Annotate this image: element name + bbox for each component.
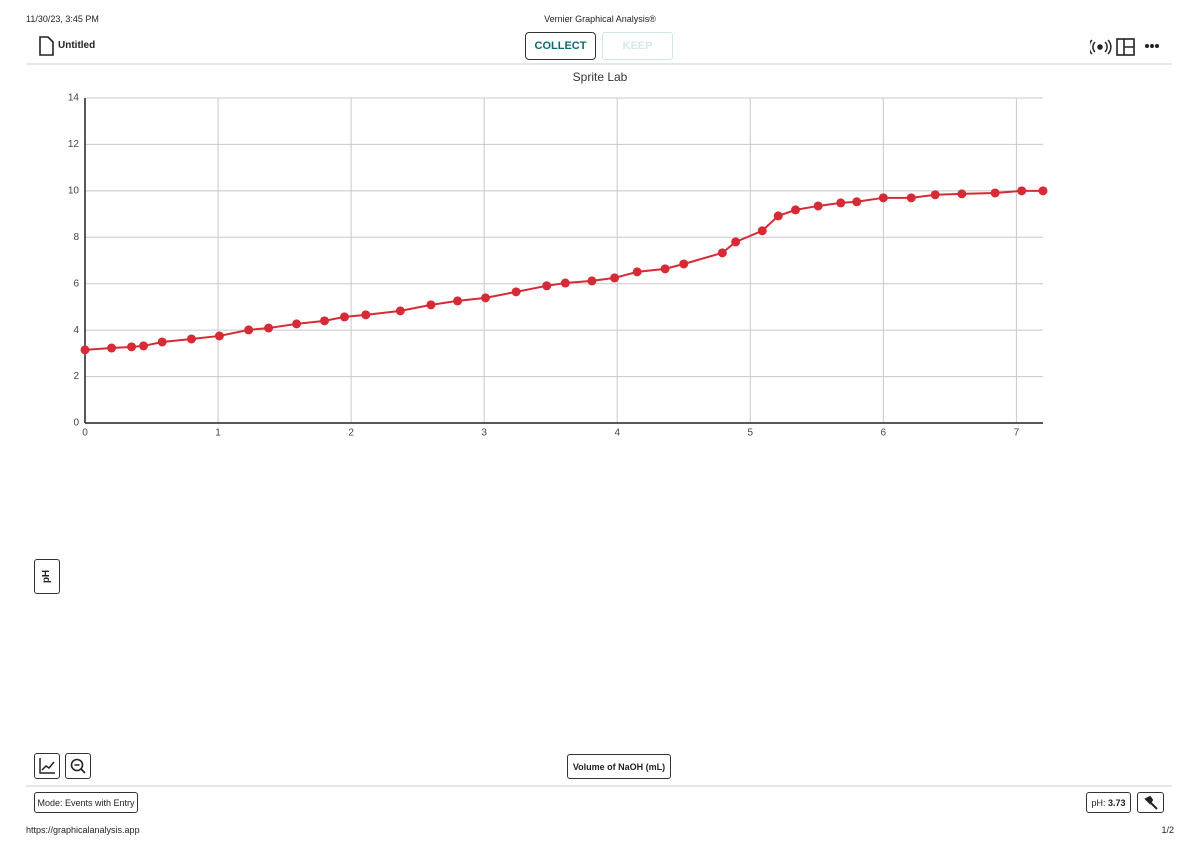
print-url: https://graphicalanalysis.app xyxy=(26,825,140,835)
data-point xyxy=(107,343,117,353)
meter-label: pH: xyxy=(1091,797,1106,808)
x-tick-label: 6 xyxy=(881,428,887,439)
y-tick-label: 4 xyxy=(73,325,79,336)
keep-button: KEEP xyxy=(602,32,673,60)
mode-label: Mode: Events with Entry xyxy=(37,797,135,808)
graph-options-button[interactable] xyxy=(34,753,60,779)
y-tick-label: 2 xyxy=(73,371,79,382)
data-point xyxy=(878,193,888,203)
data-point xyxy=(339,312,349,322)
meter[interactable]: pH: 3.73 xyxy=(1086,792,1131,813)
data-point xyxy=(214,331,224,341)
print-title: Vernier Graphical Analysis® xyxy=(544,14,656,24)
data-point xyxy=(480,293,490,303)
data-point xyxy=(186,334,196,344)
y-tick-label: 10 xyxy=(68,185,80,196)
data-point xyxy=(560,278,570,288)
meter-value: 3.73 xyxy=(1108,797,1126,808)
toolbar-icons xyxy=(1090,38,1159,56)
x-tick-label: 2 xyxy=(348,428,354,439)
data-point xyxy=(587,276,597,286)
data-point xyxy=(930,190,940,200)
data-point xyxy=(542,281,552,291)
tools-button[interactable] xyxy=(1137,792,1164,813)
data-point xyxy=(511,287,521,297)
data-point xyxy=(717,248,727,258)
x-axis-button[interactable]: Volume of NaOH (mL) xyxy=(567,754,671,779)
data-line xyxy=(84,189,1043,351)
x-axis-label: Volume of NaOH (mL) xyxy=(572,761,666,772)
x-tick-label: 7 xyxy=(1014,428,1020,439)
data-point xyxy=(1038,186,1048,196)
data-point xyxy=(395,306,405,316)
y-tick-label: 8 xyxy=(73,232,79,243)
data-point xyxy=(264,323,274,333)
data-point xyxy=(679,259,689,269)
data-point xyxy=(660,264,670,274)
data-point xyxy=(610,273,620,283)
data-point xyxy=(127,342,137,352)
data-point xyxy=(836,198,846,208)
print-date: 11/30/23, 3:45 PM xyxy=(26,14,99,24)
more-icon[interactable] xyxy=(1145,44,1159,48)
layout-icon[interactable] xyxy=(1116,38,1135,56)
data-point xyxy=(426,300,436,310)
data-point xyxy=(292,319,302,329)
data-point xyxy=(1017,186,1027,196)
x-tick-label: 0 xyxy=(82,428,88,439)
sensor-icon[interactable] xyxy=(1090,39,1112,55)
data-point xyxy=(906,193,916,203)
zoom-icon xyxy=(70,758,86,774)
zoom-button[interactable] xyxy=(65,753,91,779)
x-tick-label: 5 xyxy=(747,428,753,439)
x-tick-label: 4 xyxy=(614,428,620,439)
data-point xyxy=(320,316,329,326)
data-point xyxy=(990,188,1000,198)
graph-icon xyxy=(39,758,55,774)
data-point xyxy=(80,345,90,355)
y-axis-button[interactable]: pH xyxy=(34,559,60,594)
data-point xyxy=(453,296,463,306)
data-point xyxy=(361,310,371,320)
x-tick-label: 3 xyxy=(481,428,487,439)
data-point xyxy=(791,205,801,215)
print-page: 1/2 xyxy=(1161,825,1174,835)
data-point xyxy=(157,337,167,347)
file-icon[interactable] xyxy=(38,36,54,56)
data-point xyxy=(757,226,767,236)
data-point xyxy=(957,189,967,199)
y-tick-label: 12 xyxy=(68,139,80,150)
y-tick-label: 0 xyxy=(73,418,79,429)
y-axis-label: pH xyxy=(41,569,53,584)
collect-button[interactable]: COLLECT xyxy=(525,32,596,60)
data-point xyxy=(773,211,783,221)
file-name[interactable]: Untitled xyxy=(58,40,96,51)
data-point xyxy=(244,325,254,335)
x-tick-label: 1 xyxy=(215,428,221,439)
data-point xyxy=(813,201,823,211)
chart-title: Sprite Lab xyxy=(573,70,628,84)
tools-icon xyxy=(1143,795,1158,810)
y-tick-label: 14 xyxy=(68,93,80,104)
data-point xyxy=(139,341,149,351)
y-tick-label: 6 xyxy=(73,278,79,289)
data-point xyxy=(852,197,862,207)
mode-button[interactable]: Mode: Events with Entry xyxy=(34,792,138,813)
data-point xyxy=(632,267,642,277)
data-point xyxy=(731,237,741,247)
